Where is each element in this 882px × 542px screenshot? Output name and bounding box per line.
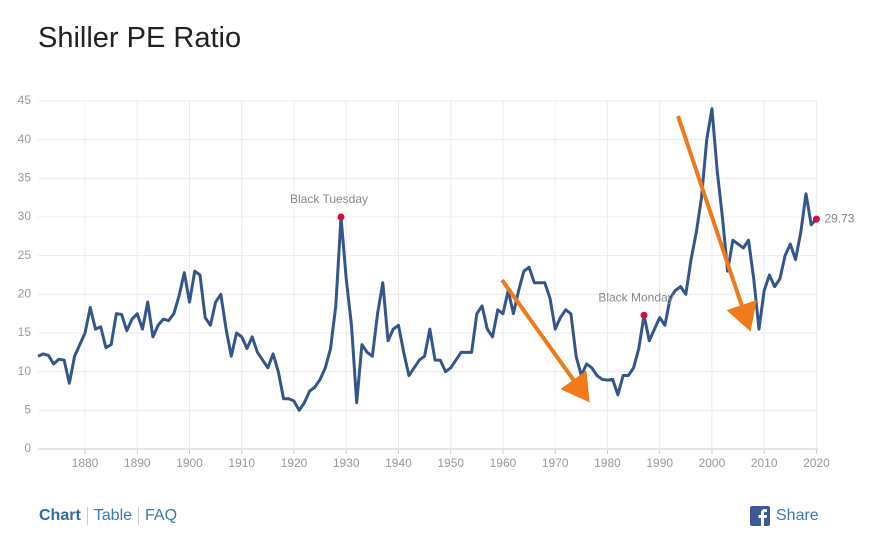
x-tick-label: 1900 bbox=[176, 456, 203, 470]
x-tick-label: 1950 bbox=[437, 456, 464, 470]
grid: 0 5 10 15 20 25 30 35 40 45 1880 1890 1900 1910 1920 19… bbox=[18, 93, 830, 470]
nav-link[interactable]: FAQ bbox=[138, 507, 183, 525]
annotation-label: Black Monday bbox=[598, 290, 673, 304]
nav-link[interactable]: Table bbox=[86, 507, 138, 525]
x-tick-label: 1890 bbox=[124, 456, 151, 470]
share[interactable]: Share bbox=[750, 506, 819, 526]
last-value-label: 29.73 bbox=[824, 211, 854, 225]
x-tick-label: 2010 bbox=[751, 456, 778, 470]
nav-link[interactable]: Chart bbox=[39, 507, 81, 524]
share-label[interactable]: Share bbox=[776, 507, 819, 524]
x-tick-label: 1990 bbox=[646, 456, 673, 470]
y-tick-label: 5 bbox=[24, 403, 31, 417]
y-tick-label: 35 bbox=[18, 171, 32, 185]
y-tick-label: 15 bbox=[18, 325, 32, 339]
annotation-point bbox=[640, 311, 648, 319]
x-tick-label: 1960 bbox=[490, 456, 517, 470]
x-tick-label: 1880 bbox=[72, 456, 99, 470]
y-tick-label: 40 bbox=[18, 132, 32, 146]
y-tick-label: 0 bbox=[24, 441, 31, 455]
x-tick-label: 1930 bbox=[333, 456, 360, 470]
x-tick-label: 2000 bbox=[699, 456, 726, 470]
arrow bbox=[500, 278, 590, 403]
x-tick-label: 1940 bbox=[385, 456, 412, 470]
y-tick-label: 30 bbox=[18, 209, 32, 223]
x-tick-label: 1970 bbox=[542, 456, 569, 470]
annotation-point bbox=[337, 213, 345, 221]
y-tick-label: 25 bbox=[18, 248, 32, 262]
y-tick-label: 20 bbox=[18, 287, 32, 301]
y-tick-label: 10 bbox=[18, 364, 32, 378]
x-tick-label: 2020 bbox=[803, 456, 830, 470]
marks: 29.73 Black Tuesday Black Monday bbox=[37, 107, 855, 412]
y-tick-label: 45 bbox=[18, 93, 32, 107]
x-tick-label: 1980 bbox=[594, 456, 621, 470]
last-point bbox=[812, 215, 820, 223]
chart: 0 5 10 15 20 25 30 35 40 45 1880 1890 1900 1910 1920 19… bbox=[18, 93, 855, 470]
arrow bbox=[676, 115, 757, 332]
chart-title: Shiller PE Ratio bbox=[38, 22, 242, 54]
nav: Chart Table FAQ bbox=[39, 507, 183, 525]
annotation-label: Black Tuesday bbox=[290, 192, 368, 206]
x-tick-label: 1920 bbox=[281, 456, 308, 470]
arrows bbox=[500, 115, 757, 403]
facebook-icon bbox=[750, 506, 770, 526]
line bbox=[37, 107, 818, 412]
x-tick-label: 1910 bbox=[228, 456, 255, 470]
